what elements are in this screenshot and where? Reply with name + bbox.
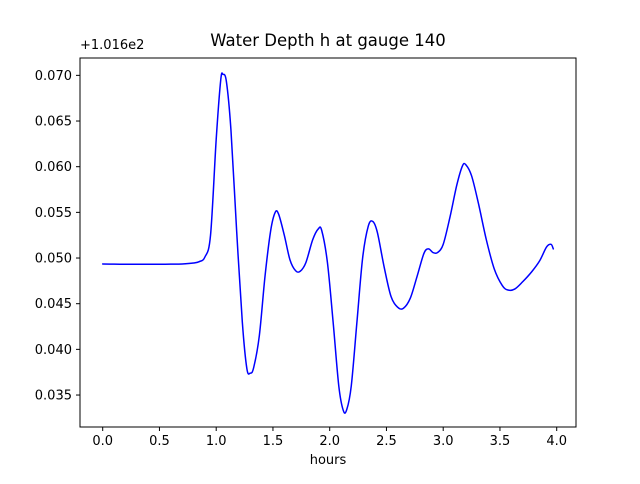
depth-line-series	[101, 72, 555, 414]
x-tick-label: 1.0	[206, 434, 227, 449]
y-tick-label: 0.060	[35, 160, 72, 175]
x-tick-label: 1.5	[263, 434, 284, 449]
x-tick-label: 0.5	[149, 434, 170, 449]
y-tick-label: 0.040	[35, 343, 72, 358]
x-tick-label: 4.0	[546, 434, 567, 449]
y-tick-label: 0.055	[35, 206, 72, 221]
y-axis-offset-label: +1.016e2	[80, 38, 144, 53]
x-tick-label: 3.0	[433, 434, 454, 449]
y-tick-label: 0.035	[35, 389, 72, 404]
y-tick-label: 0.065	[35, 115, 72, 130]
x-tick-label: 0.0	[92, 434, 113, 449]
x-axis-label: hours	[310, 453, 347, 468]
x-tick-label: 3.5	[490, 434, 511, 449]
axes-frame	[79, 57, 577, 428]
y-tick-label: 0.050	[35, 252, 72, 267]
y-tick-label: 0.070	[35, 69, 72, 84]
chart-dynamic-layer: 0.0 0.5 1.0 1.5 2.0 2.5 3.0 3.5 4.0 0.035 0.040 0.0…	[35, 57, 577, 449]
chart-title: Water Depth h at gauge 140	[210, 31, 445, 50]
y-tick-label: 0.045	[35, 297, 72, 312]
x-tick-label: 2.5	[376, 434, 397, 449]
x-tick-label: 2.0	[319, 434, 340, 449]
